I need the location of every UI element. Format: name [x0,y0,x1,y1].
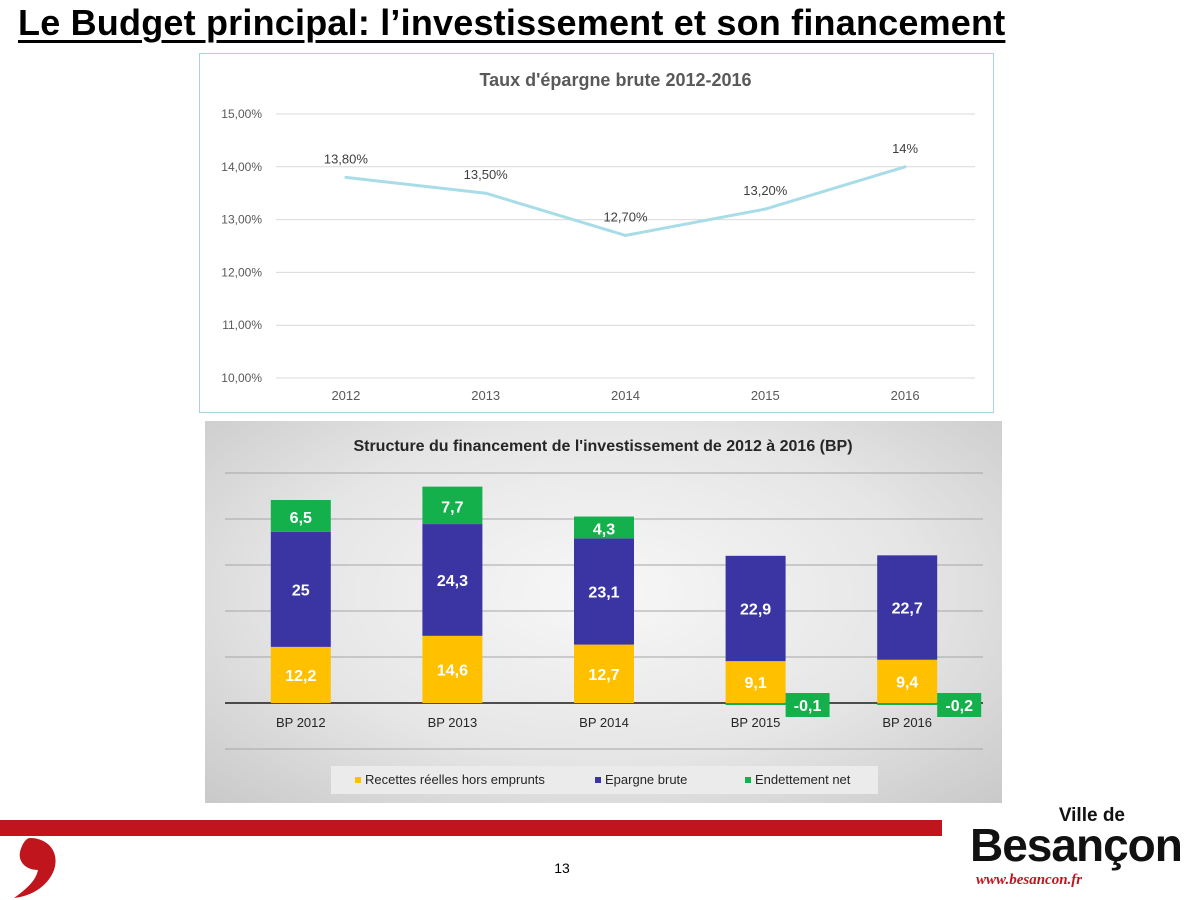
y-tick-label: 15,00% [221,107,262,121]
x-category-label: BP 2014 [579,715,629,730]
bar-chart-svg: Structure du financement de l'investisse… [225,438,983,794]
data-label: 13,50% [464,167,509,182]
city-comma-logo-mark [14,838,56,898]
bar-data-label: 12,7 [588,667,619,684]
bar-data-label: 6,5 [290,510,312,527]
bar-data-label: 12,2 [285,668,316,685]
negative-value-label-box [937,693,982,717]
legend-label: Endettement net [755,772,851,787]
bar-data-label: 4,3 [593,521,615,538]
legend-swatch [595,777,601,783]
line-chart-title: Taux d'épargne brute 2012-2016 [479,70,751,90]
bar-segment [725,703,786,705]
bar-chart-title: Structure du financement de l'investisse… [353,438,852,455]
y-tick-label: 12,00% [221,265,262,279]
x-tick-label: 2012 [331,388,360,403]
legend-swatch [745,777,751,783]
data-label: 13,80% [324,151,369,166]
logo-website: www.besancon.fr [976,872,1083,888]
logo-line-2: Besançon [970,819,1183,871]
bar-data-label: 24,3 [437,573,468,590]
bar-data-label: 23,1 [588,584,619,601]
data-point [903,165,907,169]
y-tick-label: 11,00% [222,318,262,332]
legend-label: Epargne brute [605,772,687,787]
bar-data-label: 9,1 [744,675,766,692]
negative-value-label-box [785,693,830,717]
bar-data-label: -0,2 [945,698,973,715]
legend-swatch [355,777,361,783]
data-label: 13,20% [743,183,788,198]
bar-segment [877,659,938,703]
x-category-label: BP 2015 [731,715,781,730]
bar-data-label: 25 [292,582,310,599]
x-tick-label: 2014 [611,388,640,403]
logo-line-1: Ville de [1058,805,1125,826]
y-tick-label: 14,00% [221,160,262,174]
investment-financing-bar-chart: Structure du financement de l'investisse… [205,421,1002,803]
bar-data-label: 22,9 [740,601,771,618]
bar-segment [725,661,786,703]
bar-data-label: -0,1 [794,698,822,715]
bar-segment [270,646,331,703]
x-category-label: BP 2013 [428,715,478,730]
data-point [344,175,348,179]
bar-data-label: 14,6 [437,662,468,679]
bar-segment [725,555,786,662]
x-tick-label: 2016 [891,388,920,403]
data-point [484,191,488,195]
data-point [624,233,627,237]
besancon-logo: Ville de Besançon www.besancon.fr [970,800,1185,895]
slide-title: Le Budget principal: l’investissement et… [18,2,1006,43]
x-tick-label: 2013 [471,388,500,403]
series-line [345,165,906,237]
bar-segment [574,516,634,539]
line-chart-svg: Taux d'épargne brute 2012-2016 10,00% 11,0… [221,70,975,403]
y-tick-label: 10,00% [221,371,262,385]
bar-segment [422,486,483,525]
data-label: 14% [892,141,918,156]
bar-segment [422,524,483,636]
bar-data-label: 9,4 [896,674,918,691]
y-tick-label: 13,00% [221,213,262,227]
data-point [763,207,767,211]
bar-segment [270,531,331,647]
bar-segment [877,555,938,660]
bar-segment [270,499,331,532]
data-label: 12,70% [603,209,648,224]
bar-segment [574,644,634,703]
bar-data-label: 7,7 [441,499,463,516]
legend-box [331,766,878,794]
bar-segment [574,538,634,645]
page-number: 13 [554,860,570,876]
bar-data-label: 22,7 [892,601,923,618]
x-category-label: BP 2012 [276,715,326,730]
bar-segment [422,635,483,703]
x-category-label: BP 2016 [882,715,932,730]
bar-segment [877,703,938,705]
footer-red-bar [0,820,942,836]
savings-rate-line-chart: Taux d'épargne brute 2012-2016 10,00% 11,0… [199,53,994,413]
x-tick-label: 2015 [751,388,780,403]
legend-label: Recettes réelles hors emprunts [365,772,545,787]
